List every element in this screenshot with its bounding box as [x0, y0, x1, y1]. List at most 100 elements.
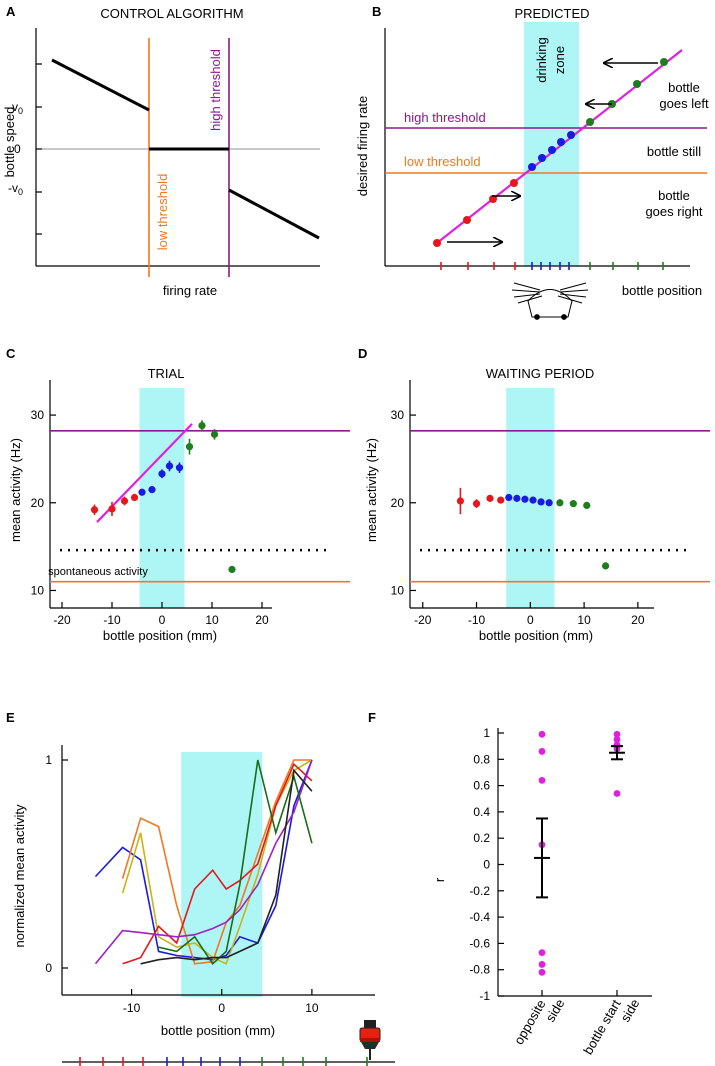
segment-below-low-threshold: [51, 58, 150, 112]
data-point: [138, 488, 146, 496]
data-point: [185, 443, 194, 451]
y-tick-label: 0.8: [473, 752, 490, 766]
drinking-zone-label-2: zone: [552, 46, 567, 74]
data-point: [583, 501, 591, 509]
data-point: [90, 506, 99, 514]
panel-b-point: [567, 131, 575, 139]
data-point: [537, 498, 545, 506]
data-point: [165, 462, 174, 470]
data-point: [158, 470, 166, 478]
panel-b-points: [433, 58, 668, 247]
y-tick-label: 1: [483, 726, 490, 740]
panel-b-point: [633, 80, 641, 88]
panel-b-point: [538, 154, 546, 162]
r-value-point: [538, 730, 546, 738]
r-value-point: [538, 776, 546, 784]
series-line-red: [122, 762, 313, 965]
panel-e-position-ruler: [62, 1057, 395, 1066]
series-line-darkgreen: [158, 759, 313, 966]
r-value-point: [613, 736, 621, 743]
x-tick-label: -10: [103, 613, 121, 627]
category-label-line: bottle start: [580, 997, 624, 1057]
panel-f-ylabel: r: [432, 877, 447, 882]
segment-above-high-threshold: [228, 188, 320, 240]
panel-b-point: [510, 179, 518, 187]
panel-b-high-threshold-label: high threshold: [404, 110, 486, 125]
panel-label-d: D: [358, 346, 367, 361]
panel-f-plot: -1 -0.8 -0.6 -0.4 -0.2 0 0.2 0.4 0.6 0.8 1 opposite…: [469, 726, 652, 1057]
data-point: [198, 422, 206, 430]
drinking-zone: [524, 22, 579, 266]
data-point: [545, 499, 553, 507]
panel-b-low-threshold-label: low threshold: [404, 154, 481, 169]
y-tick-label: 10: [31, 583, 45, 597]
x-tick-label: 0: [218, 1001, 225, 1015]
r-value-point: [538, 968, 546, 976]
y-tick-label: -1: [479, 989, 490, 1003]
data-point: [472, 500, 481, 508]
y-tick-label: 0: [45, 961, 52, 975]
series-line-orange: [121, 759, 312, 965]
panel-b-position-ticks: [440, 262, 664, 270]
data-point: [602, 562, 610, 570]
x-tick-label: 10: [305, 1001, 319, 1015]
y-tick-label: 0.4: [473, 805, 490, 819]
panel-label-a: A: [6, 4, 16, 19]
panel-a-xlabel: firing rate: [163, 283, 217, 298]
data-point: [505, 493, 513, 502]
region-label-left-2: goes left: [659, 96, 709, 111]
panel-label-e: E: [6, 710, 15, 725]
data-point: [108, 505, 116, 513]
region-label-right-1: bottle: [658, 188, 690, 203]
panel-b-point: [660, 58, 668, 66]
x-tick-label: 0: [527, 613, 534, 627]
panel-b-point: [548, 146, 556, 154]
panel-e: E -10 0 10 0 1 bottle position (mm) normaliz…: [6, 710, 395, 1066]
panel-b: B PREDICTED drinking zone desired firing…: [355, 4, 709, 320]
panel-e-plot: -10 0 10 0 1: [45, 745, 375, 1015]
data-point: [228, 565, 236, 574]
panel-b-xlabel: bottle position: [622, 283, 702, 298]
category-label-line: side: [543, 996, 568, 1024]
data-point: [569, 500, 577, 508]
category-label-line: opposite: [511, 997, 549, 1047]
panel-a-ytick-label-zero: 0: [14, 142, 21, 156]
panel-c-ylabel: mean activity (Hz): [8, 438, 23, 542]
panel-b-point: [489, 195, 497, 203]
y-tick-label: -0.6: [469, 936, 490, 950]
y-tick-label: 10: [391, 583, 405, 597]
drinking-zone-label-1: drinking: [534, 37, 549, 83]
y-tick-label: -0.8: [469, 963, 490, 977]
y-tick-label: 1: [45, 753, 52, 767]
panel-c: C TRIAL -20 -10 0 10 20 10 20 30 spontaneous ac…: [6, 346, 350, 643]
data-point: [521, 495, 529, 503]
panel-c-xlabel: bottle position (mm): [103, 628, 217, 643]
panel-b-ylabel: desired firing rate: [355, 96, 370, 196]
x-tick-label: 20: [255, 613, 269, 627]
r-value-point: [538, 748, 546, 755]
high-threshold-label: high threshold: [208, 49, 223, 131]
category-label-line: side: [618, 996, 643, 1024]
x-tick-label: 20: [631, 613, 645, 627]
panel-f: F -1 -0.8 -0.6 -0.4 -0.2 0 0.2 0.4 0.6 0.8 1 opposi…: [368, 710, 652, 1057]
panel-a-ylabel: bottle speed: [2, 107, 17, 178]
y-tick-label: 20: [31, 496, 45, 510]
panel-b-point: [433, 239, 441, 247]
panel-a-ytick-label-v0: v0: [12, 100, 23, 116]
panel-c-title: TRIAL: [148, 366, 185, 381]
y-tick-label: 0: [483, 858, 490, 872]
panel-c-plot: -20 -10 0 10 20 10 20 30: [31, 380, 350, 627]
y-tick-label: 30: [31, 408, 45, 422]
r-value-point: [613, 790, 621, 797]
panel-e-ylabel: normalized mean activity: [12, 804, 27, 948]
series-line-violet: [94, 759, 313, 965]
panel-label-b: B: [372, 4, 381, 19]
panel-d-plot: -20 -10 0 10 20 10 20 30: [391, 380, 710, 627]
low-threshold-label: low threshold: [155, 174, 170, 251]
mouse-icon: [511, 282, 589, 320]
region-label-still: bottle still: [647, 144, 701, 159]
data-point: [130, 493, 139, 502]
data-point: [529, 496, 537, 504]
panel-label-f: F: [368, 710, 376, 725]
